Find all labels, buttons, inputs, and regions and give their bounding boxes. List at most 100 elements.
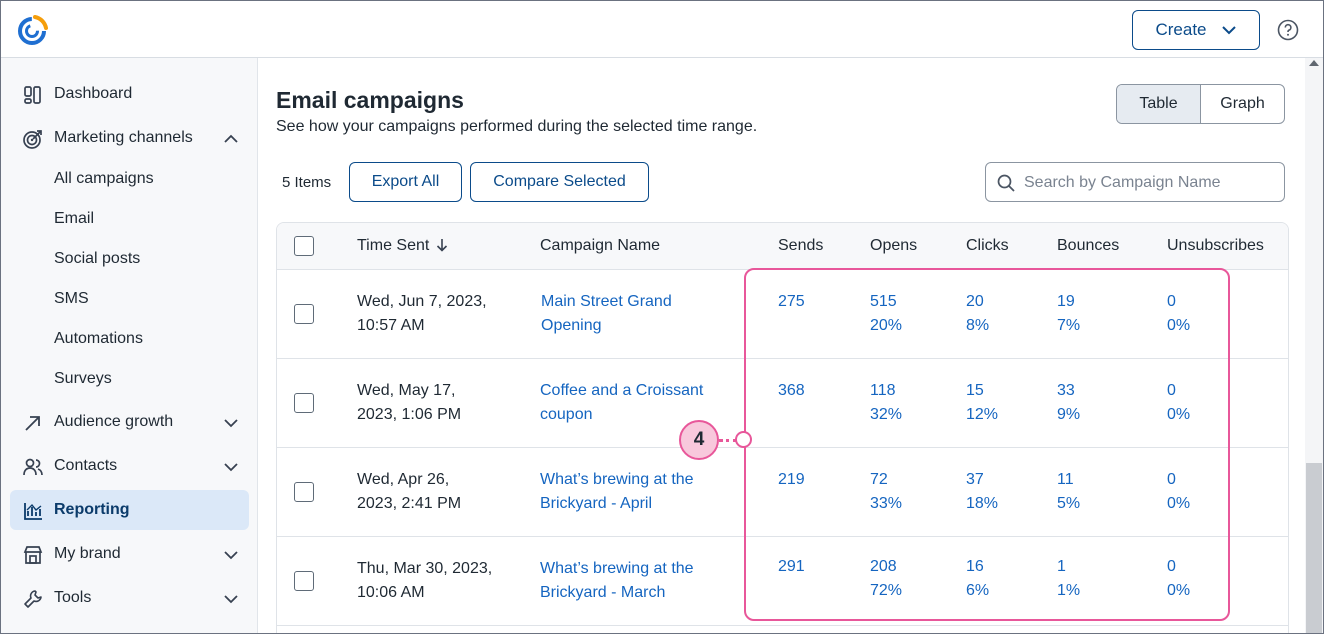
sort-down-arrow-icon[interactable] bbox=[435, 238, 449, 252]
column-header-unsubscribes[interactable]: Unsubscribes bbox=[1167, 237, 1264, 254]
sends-value[interactable]: 275 bbox=[778, 293, 805, 310]
unsubscribes-count: 0 bbox=[1167, 471, 1176, 488]
bounces-count: 1 bbox=[1057, 558, 1066, 575]
sidebar-item-tools[interactable]: Tools bbox=[10, 578, 249, 618]
clicks-cell[interactable]: 16 6% bbox=[966, 555, 989, 603]
bounces-cell[interactable]: 11 5% bbox=[1057, 468, 1080, 516]
opens-cell[interactable]: 118 32% bbox=[870, 379, 902, 427]
bounces-cell[interactable]: 1 1% bbox=[1057, 555, 1080, 603]
row-checkbox[interactable] bbox=[294, 393, 314, 413]
sends-value[interactable]: 291 bbox=[778, 558, 805, 575]
chevron-down-icon bbox=[224, 551, 238, 560]
callout-anchor-dot bbox=[735, 431, 752, 448]
sends-value[interactable]: 368 bbox=[778, 382, 805, 399]
clicks-cell[interactable]: 15 12% bbox=[966, 379, 998, 427]
unsubscribes-cell[interactable]: 0 0% bbox=[1167, 468, 1190, 516]
scrollbar-thumb[interactable] bbox=[1306, 463, 1322, 633]
bounces-count: 11 bbox=[1057, 471, 1074, 488]
search-icon bbox=[997, 174, 1015, 192]
time-sent-line: Wed, May 17, bbox=[357, 382, 456, 399]
bounces-count: 33 bbox=[1057, 382, 1075, 399]
time-sent-cell: Wed, Jun 7, 2023, 10:57 AM bbox=[357, 290, 487, 338]
campaign-name-link[interactable]: Coffee and a Croissant coupon bbox=[540, 379, 703, 427]
sidebar-item-contacts[interactable]: Contacts bbox=[10, 446, 249, 486]
sidebar-subitem-surveys[interactable]: Surveys bbox=[54, 370, 112, 387]
unsubscribes-percent: 0% bbox=[1167, 317, 1191, 334]
sidebar-item-reporting[interactable]: Reporting bbox=[10, 490, 249, 530]
items-count: 5 Items bbox=[282, 174, 332, 191]
create-button[interactable]: Create bbox=[1132, 10, 1260, 50]
sidebar-item-audience-growth[interactable]: Audience growth bbox=[10, 402, 249, 442]
metrics-highlight-box bbox=[744, 268, 1230, 621]
time-sent-cell: Wed, Apr 26, 2023, 2:41 PM bbox=[357, 468, 461, 516]
sidebar-item-my-brand[interactable]: My brand bbox=[10, 534, 249, 574]
reporting-chart-icon bbox=[24, 503, 42, 520]
time-sent-line: Wed, Jun 7, 2023, bbox=[357, 293, 487, 310]
campaign-name-link[interactable]: What’s brewing at the Brickyard - April bbox=[540, 468, 694, 516]
campaign-name-line: Opening bbox=[541, 317, 602, 334]
column-header-label: Time Sent bbox=[357, 237, 430, 254]
chevron-up-icon bbox=[224, 134, 238, 143]
vertical-scrollbar[interactable] bbox=[1305, 58, 1323, 633]
column-header-sends[interactable]: Sends bbox=[778, 237, 824, 254]
campaign-name-line: Brickyard - April bbox=[540, 495, 653, 512]
opens-cell[interactable]: 72 33% bbox=[870, 468, 902, 516]
bounces-percent: 9% bbox=[1057, 406, 1081, 423]
unsubscribes-cell[interactable]: 0 0% bbox=[1167, 555, 1190, 603]
column-header-bounces[interactable]: Bounces bbox=[1057, 237, 1120, 254]
export-all-button[interactable]: Export All bbox=[349, 162, 462, 202]
unsubscribes-count: 0 bbox=[1167, 293, 1176, 310]
sidebar-subitem-social-posts[interactable]: Social posts bbox=[54, 250, 141, 267]
sidebar-item-label: Contacts bbox=[54, 457, 118, 474]
scroll-up-arrow-icon[interactable] bbox=[1309, 60, 1319, 66]
column-header-campaign-name[interactable]: Campaign Name bbox=[540, 237, 661, 254]
bounces-count: 19 bbox=[1057, 293, 1075, 310]
column-header-opens[interactable]: Opens bbox=[870, 237, 918, 254]
opens-percent: 33% bbox=[870, 495, 903, 512]
sidebar-subitem-all-campaigns[interactable]: All campaigns bbox=[54, 170, 154, 187]
sidebar-subitem-email[interactable]: Email bbox=[54, 210, 95, 227]
row-checkbox[interactable] bbox=[294, 482, 314, 502]
opens-cell[interactable]: 515 20% bbox=[870, 290, 902, 338]
sidebar-item-marketing-channels[interactable]: Marketing channels bbox=[10, 118, 249, 158]
clicks-percent: 8% bbox=[966, 317, 990, 334]
time-sent-cell: Wed, May 17, 2023, 1:06 PM bbox=[357, 379, 461, 427]
opens-count: 208 bbox=[870, 558, 897, 575]
search-input[interactable] bbox=[1024, 172, 1274, 194]
tab-graph[interactable]: Graph bbox=[1220, 95, 1265, 112]
row-checkbox[interactable] bbox=[294, 304, 314, 324]
unsubscribes-cell[interactable]: 0 0% bbox=[1167, 290, 1190, 338]
sidebar: Dashboard Marketing channels All campaig… bbox=[1, 58, 258, 633]
tab-table[interactable]: Table bbox=[1117, 85, 1201, 123]
column-header-time-sent[interactable]: Time Sent bbox=[357, 237, 449, 255]
table-row: Wed, Jun 7, 2023, 10:57 AM Main Street G… bbox=[277, 270, 1288, 359]
campaigns-table: Time Sent Campaign Name Sends Opens Clic… bbox=[276, 222, 1289, 633]
help-icon[interactable] bbox=[1277, 19, 1299, 41]
column-header-clicks[interactable]: Clicks bbox=[966, 237, 1009, 254]
bounces-cell[interactable]: 19 7% bbox=[1057, 290, 1080, 338]
compare-selected-button[interactable]: Compare Selected bbox=[470, 162, 649, 202]
unsubscribes-cell[interactable]: 0 0% bbox=[1167, 379, 1190, 427]
sidebar-item-dashboard[interactable]: Dashboard bbox=[10, 74, 249, 114]
opens-cell[interactable]: 208 72% bbox=[870, 555, 902, 603]
sidebar-subitem-automations[interactable]: Automations bbox=[54, 330, 143, 347]
campaign-name-link[interactable]: Main Street Grand Opening bbox=[541, 290, 672, 338]
campaign-name-link[interactable]: What’s brewing at the Brickyard - March bbox=[540, 557, 694, 605]
chevron-down-icon bbox=[224, 419, 238, 428]
select-all-checkbox[interactable] bbox=[294, 236, 314, 256]
row-checkbox[interactable] bbox=[294, 571, 314, 591]
clicks-cell[interactable]: 37 18% bbox=[966, 468, 998, 516]
sidebar-subitem-sms[interactable]: SMS bbox=[54, 290, 89, 307]
page-subtitle: See how your campaigns performed during … bbox=[276, 118, 758, 135]
main-content: Email campaigns See how your campaigns p… bbox=[259, 58, 1305, 633]
clicks-cell[interactable]: 20 8% bbox=[966, 290, 989, 338]
callout-connector bbox=[719, 439, 737, 442]
campaign-name-line: What’s brewing at the bbox=[540, 560, 694, 577]
time-sent-cell: Thu, Mar 30, 2023, 10:06 AM bbox=[357, 557, 492, 605]
bounces-cell[interactable]: 33 9% bbox=[1057, 379, 1080, 427]
chevron-down-icon bbox=[1221, 26, 1236, 35]
unsubscribes-percent: 0% bbox=[1167, 406, 1191, 423]
sends-value[interactable]: 219 bbox=[778, 471, 805, 488]
brand-logo-icon[interactable] bbox=[15, 13, 49, 47]
